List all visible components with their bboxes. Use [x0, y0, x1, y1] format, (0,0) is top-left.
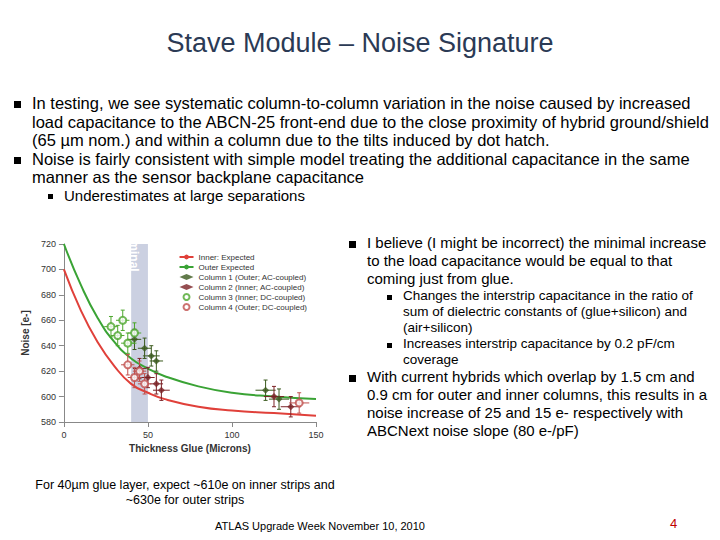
svg-text:Nominal: Nominal — [127, 236, 141, 272]
html-text:For 40µm glue layer, expect ~6: For 40µm glue layer, expect ~610e on inn… — [35, 478, 335, 507]
svg-text:Column 4 (Outer; DC-coupled): Column 4 (Outer; DC-coupled) — [199, 303, 308, 312]
svg-text:Noise [e-]: Noise [e-] — [20, 310, 31, 356]
html-text:Increases interstrip capacitan: Increases interstrip capacitance by 0.2 … — [403, 336, 675, 367]
svg-text:660: 660 — [41, 315, 56, 325]
svg-text:Outer Expected: Outer Expected — [199, 263, 255, 272]
svg-text:50: 50 — [143, 430, 153, 440]
html-text:Underestimates at large separa: Underestimates at large separations — [64, 186, 305, 204]
svg-text:700: 700 — [41, 264, 56, 274]
svg-text:Column 2 (Inner; AC-coupled): Column 2 (Inner; AC-coupled) — [199, 283, 305, 292]
svg-text:680: 680 — [41, 290, 56, 300]
svg-text:620: 620 — [41, 366, 56, 376]
svg-text:0: 0 — [61, 430, 66, 440]
html-text:Stave Module – Noise Signature: Stave Module – Noise Signature — [166, 28, 554, 58]
svg-text:150: 150 — [308, 430, 323, 440]
html-text:With current hybrids which ove: With current hybrids which overlap by 1.… — [367, 368, 708, 439]
html-text:I believe (I might be incorrec: I believe (I might be incorrect) the min… — [367, 234, 707, 287]
html-text:4: 4 — [670, 516, 678, 531]
html-text:In testing, we see systematic: In testing, we see systematic column-to-… — [32, 94, 709, 149]
svg-text:100: 100 — [224, 430, 239, 440]
svg-text:Inner: Expected: Inner: Expected — [199, 253, 255, 262]
svg-text:Column 1 (Outer; AC-coupled): Column 1 (Outer; AC-coupled) — [199, 273, 307, 282]
svg-text:Thickness Glue (Microns): Thickness Glue (Microns) — [129, 443, 251, 454]
svg-text:640: 640 — [41, 341, 56, 351]
html-text:Changes the interstrip capacit: Changes the interstrip capacitance in th… — [403, 288, 693, 335]
svg-text:Column 3 (Inner; DC-coupled): Column 3 (Inner; DC-coupled) — [199, 293, 306, 302]
svg-text:580: 580 — [41, 417, 56, 427]
html-text:ATLAS Upgrade Week November 10: ATLAS Upgrade Week November 10, 2010 — [215, 520, 425, 532]
svg-text:600: 600 — [41, 392, 56, 402]
html-text:Noise is fairly consistent wit: Noise is fairly consistent with simple m… — [32, 149, 690, 186]
svg-text:720: 720 — [41, 239, 56, 249]
